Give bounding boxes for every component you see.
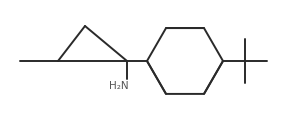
Text: H₂N: H₂N: [109, 81, 129, 91]
